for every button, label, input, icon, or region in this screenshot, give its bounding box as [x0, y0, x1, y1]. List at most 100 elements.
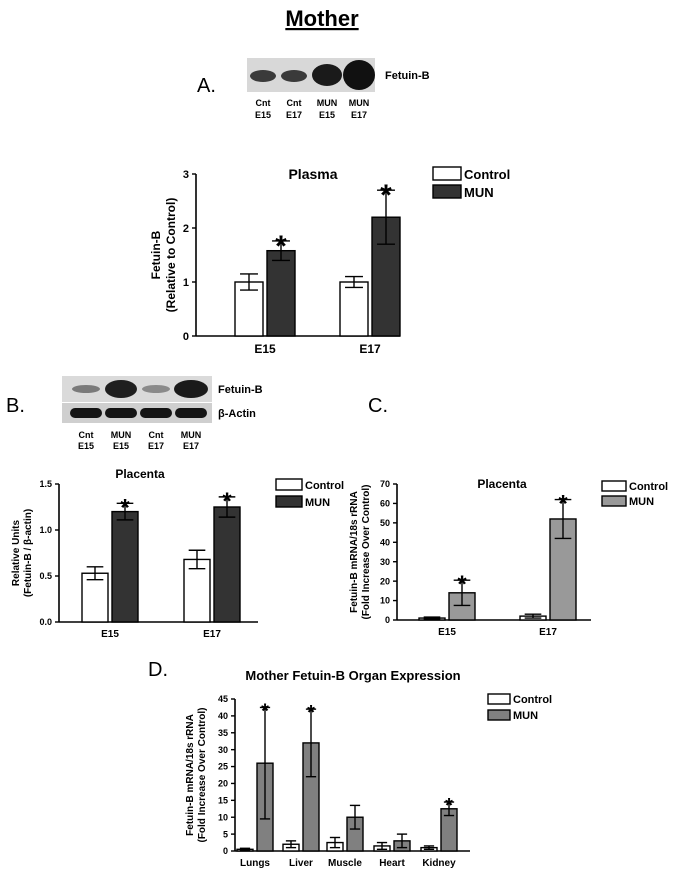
organ-significance-star-lungs: *: [261, 700, 269, 722]
panel-label-a: A.: [197, 75, 216, 97]
plasma-x-tick-label-e17: E17: [359, 342, 381, 356]
plasma-legend-label-control: Control: [464, 167, 510, 182]
placenta_b-y-axis-label-line-1: Relative Units: [11, 519, 22, 586]
placenta_c-y-axis-label-line-1: Fetuin-B mRNA/18s rRNA: [349, 491, 360, 613]
organ-x-tick-label-lungs: Lungs: [240, 858, 270, 869]
blot-b-lane-4-line-2: E17: [183, 441, 199, 451]
placenta_c-x-tick-label-e15: E15: [438, 627, 456, 638]
placenta_b-significance-star-e15: *: [120, 494, 130, 521]
organ-x-tick-label-heart: Heart: [379, 858, 405, 869]
plasma-significance-star-e15: *: [275, 230, 287, 263]
panel-label-c: C.: [368, 395, 388, 417]
plasma-significance-star-e17: *: [380, 179, 392, 212]
placenta_c-y-tick-label: 60: [380, 499, 390, 509]
blot-a-label-fetuin-b: Fetuin-B: [385, 70, 430, 82]
blot-b-actin-band-3: [140, 408, 172, 418]
placenta_b-legend-label-control: Control: [305, 480, 344, 492]
placenta_b-bar-mun-e15: [111, 510, 139, 623]
placenta_c-significance-star-e15: *: [457, 571, 467, 598]
organ-x-tick-label-liver: Liver: [289, 858, 313, 869]
organ-y-tick-label: 30: [218, 745, 228, 755]
organ-y-tick-label: 35: [218, 728, 228, 738]
placenta_b-x-tick-label-e17: E17: [203, 629, 221, 640]
plasma-bar-chart: Plasma 0 1 2 3 Fetuin-B (Relative to Control) E…: [149, 166, 510, 356]
blot-b-band-mun-e15: [105, 380, 137, 398]
placenta_c-y-tick-label: 0: [385, 615, 390, 625]
blot-b-label-beta-actin: β-Actin: [218, 408, 256, 420]
placenta_c-y-tick-label: 30: [380, 557, 390, 567]
blot-a-lane-1-line-1: Cnt: [256, 98, 271, 108]
placenta_c-y-tick-label: 50: [380, 518, 390, 528]
organ-y-tick-label: 5: [223, 829, 228, 839]
blot-b-lane-labels: Cnt E15 MUN E15 Cnt E17 MUN E17: [78, 430, 201, 451]
blot-b-lane-3-line-2: E17: [148, 441, 164, 451]
organ-y-tick-label: 20: [218, 779, 228, 789]
placenta_c-y-tick-label: 40: [380, 537, 390, 547]
placenta-protein-bar-chart: Placenta 0.0 0.5 1.0 1.5 Relative Units (Fetui…: [11, 467, 344, 640]
blot-a-band-cnt-e17: [281, 70, 307, 82]
placenta_b-bar-mun-e17: [213, 506, 241, 623]
placenta_b-legend-swatch-mun: [275, 495, 303, 508]
blot-a-lane-1-line-2: E15: [255, 110, 271, 120]
blot-a-lane-4-line-1: MUN: [349, 98, 370, 108]
placenta_c-y-tick-label: 70: [380, 479, 390, 489]
blot-b-lane-1-line-1: Cnt: [79, 430, 94, 440]
organ-significance-star-kidney: *: [445, 795, 453, 817]
blot-b-actin-band-4: [175, 408, 207, 418]
placenta_b-bar-control-e15: [81, 572, 109, 623]
placenta_b-y-tick-label: 1.0: [39, 525, 52, 535]
plasma-legend-swatch-control: [432, 166, 462, 181]
plasma-y-axis-label-line-2: (Relative to Control): [164, 198, 178, 313]
organ-legend-swatch-control: [487, 693, 511, 705]
blot-a-lane-2-line-1: Cnt: [287, 98, 302, 108]
plasma-chart-title: Plasma: [288, 166, 337, 182]
blot-b-lane-3-line-1: Cnt: [149, 430, 164, 440]
plasma-y-axis-label-line-1: Fetuin-B: [149, 230, 163, 279]
panel-label-d: D.: [148, 659, 168, 681]
organ-x-tick-label-kidney: Kidney: [422, 858, 456, 869]
plasma-y-tick-label: 1: [183, 277, 189, 289]
panel-label-b: B.: [6, 395, 25, 417]
blot-b-lane-1-line-2: E15: [78, 441, 94, 451]
organ-legend-swatch-mun: [487, 709, 511, 721]
placenta_c-legend-label-control: Control: [629, 481, 668, 493]
placenta_b-x-tick-label-e15: E15: [101, 629, 119, 640]
placenta_c-y-tick-label: 20: [380, 576, 390, 586]
plasma-x-tick-label-e15: E15: [254, 342, 276, 356]
blot-b-label-fetuin-b: Fetuin-B: [218, 384, 263, 396]
organ-significance-star-liver: *: [307, 702, 315, 724]
blot-a-band-cnt-e15: [250, 70, 276, 82]
blot-a-lane-labels: Cnt E15 Cnt E17 MUN E15 MUN E17: [255, 98, 369, 120]
organ-y-tick-label: 0: [223, 846, 228, 856]
blot-a-lane-3-line-2: E15: [319, 110, 335, 120]
organ-y-tick-label: 40: [218, 711, 228, 721]
organ-expression-bar-chart: Mother Fetuin-B Organ Expression 0 5 10 15 20…: [185, 668, 552, 869]
plasma-bar-control-e17: [339, 281, 369, 337]
organ-y-tick-label: 25: [218, 762, 228, 772]
placenta_b-significance-star-e17: *: [222, 488, 232, 515]
placenta_b-legend-swatch-control: [275, 478, 303, 491]
organ-y-tick-label: 45: [218, 694, 228, 704]
blot-b-actin-band-1: [70, 408, 102, 418]
placenta_c-chart-title: Placenta: [477, 477, 527, 491]
placenta_c-x-tick-label-e17: E17: [539, 627, 557, 638]
placenta_b-y-axis-label-line-2: (Fetuin-B / β-actin): [23, 509, 34, 597]
organ-y-axis-label-line-1: Fetuin-B mRNA/18s rRNA: [185, 714, 196, 836]
blot-b-lane-2-line-1: MUN: [111, 430, 132, 440]
blot-b-band-cnt-e15: [72, 385, 100, 393]
placenta_c-legend-swatch-mun: [601, 495, 627, 507]
placenta_c-y-tick-label: 10: [380, 596, 390, 606]
placenta_b-y-tick-label: 1.5: [39, 479, 52, 489]
plasma-y-tick-label: 0: [183, 331, 189, 343]
placenta_c-legend-label-mun: MUN: [629, 496, 654, 508]
blot-a-lane-4-line-2: E17: [351, 110, 367, 120]
placenta_c-y-axis-label-line-2: (Fold Increase Over Control): [361, 484, 372, 619]
blot-a-lane-2-line-2: E17: [286, 110, 302, 120]
placenta_c-significance-star-e17: *: [558, 491, 568, 518]
blot-b-lane-4-line-1: MUN: [181, 430, 202, 440]
placenta_b-bar-control-e17: [183, 558, 211, 623]
organ-y-tick-label: 15: [218, 795, 228, 805]
placenta-mrna-bar-chart: Placenta 0 10 20 30 40 50 60 70 Fetuin-B mRNA/18s…: [349, 477, 668, 638]
blot-b-lane-2-line-2: E15: [113, 441, 129, 451]
blot-a-band-mun-e17: [343, 60, 375, 90]
